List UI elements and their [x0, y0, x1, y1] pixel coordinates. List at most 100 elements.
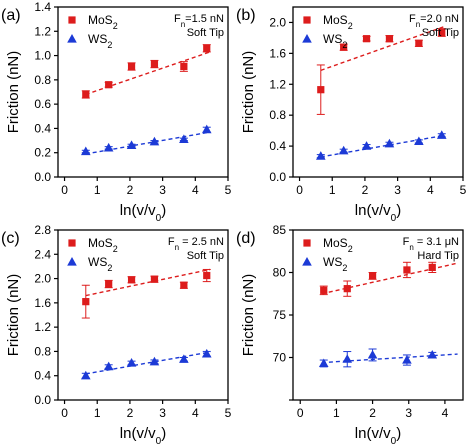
legend-entry: WS2	[67, 255, 112, 273]
x-tick-label: 3	[405, 406, 412, 420]
data-point	[317, 86, 325, 94]
data-point	[320, 286, 328, 294]
data-point	[367, 349, 378, 359]
legend-entry: MoS2	[303, 13, 353, 31]
x-tick-label: 5	[225, 183, 232, 197]
fit-line	[320, 25, 446, 72]
data-point	[338, 145, 349, 155]
x-tick-label: 1	[94, 183, 101, 197]
data-point	[149, 136, 160, 146]
fit-line	[85, 51, 211, 96]
data-point	[203, 271, 211, 280]
y-tick-label: 0.0	[34, 393, 51, 407]
data-point	[201, 348, 212, 358]
y-tick-label: 2.8	[34, 223, 51, 237]
y-tick-label: 1.0	[34, 49, 51, 63]
series-ws2	[80, 348, 212, 380]
x-axis-title: ln(v/v0)	[355, 202, 401, 224]
data-point	[343, 285, 351, 293]
legend-marker	[68, 239, 76, 247]
x-tick-label: 5	[225, 406, 232, 420]
load-annotation: Fn=1.5 nN	[174, 13, 224, 29]
legend-label: MoS2	[323, 13, 353, 31]
y-axis-title: Friction (nN)	[5, 274, 22, 357]
y-tick-label: 0.8	[34, 344, 51, 358]
x-tick-label: 1	[333, 406, 340, 420]
x-tick-label: 2	[362, 183, 369, 197]
x-tick-label: 4	[427, 183, 434, 197]
legend-label: MoS2	[88, 13, 118, 31]
legend-marker	[68, 16, 76, 24]
panel-label: (c)	[1, 230, 20, 247]
data-point	[402, 355, 412, 364]
legend-marker	[303, 16, 311, 24]
data-point	[82, 298, 90, 306]
data-point	[105, 81, 113, 89]
load-annotation: Fn=2.0 nN	[409, 13, 459, 29]
legend-entry: MoS2	[303, 236, 353, 254]
legend-marker	[67, 257, 77, 266]
y-tick-label: 0.0	[34, 170, 51, 184]
x-tick-label: 4	[192, 406, 199, 420]
series-ws2	[318, 348, 458, 368]
y-tick-label: 0.6	[34, 97, 51, 111]
x-tick-label: 1	[329, 183, 336, 197]
legend-marker	[67, 34, 77, 43]
data-point	[180, 62, 188, 71]
series-ws2	[80, 124, 212, 156]
legend-entry: WS2	[302, 32, 347, 50]
data-point	[436, 130, 447, 139]
legend-marker	[302, 34, 312, 43]
data-point	[150, 60, 159, 68]
data-point	[127, 62, 136, 71]
y-tick-label: 0.0	[269, 170, 286, 184]
data-point	[403, 266, 411, 274]
y-tick-label: 1.4	[34, 0, 51, 14]
x-tick-label: 2	[127, 183, 134, 197]
panel-b: 0 1 2 3 4 5 0.0 0.4 0.8 1.2 1.6 2.0 ln(v/v0) Friction…	[236, 6, 467, 224]
data-point	[179, 354, 189, 363]
legend-marker	[302, 257, 312, 266]
data-point	[103, 142, 114, 152]
panel-a: 0 1 2 3 4 5 0.0 0.2 0.4 0.6 0.8 1.0 1.2 1.4 ln(v/v0) Fr…	[1, 0, 232, 224]
data-point	[318, 358, 329, 368]
y-axis-title: Friction (nN)	[5, 51, 22, 134]
data-point	[126, 140, 137, 150]
legend-entry: WS2	[302, 255, 347, 273]
series-mos2	[319, 261, 458, 297]
y-tick-label: 2.0	[269, 15, 286, 29]
panel-label: (a)	[1, 7, 21, 24]
data-point	[362, 35, 371, 43]
tip-annotation: Soft Tip	[422, 27, 459, 39]
x-tick-label: 3	[394, 183, 401, 197]
data-point	[414, 136, 424, 146]
data-point	[203, 44, 211, 52]
data-point	[179, 134, 189, 143]
data-point	[315, 151, 326, 160]
data-point	[126, 357, 137, 367]
fit-line	[85, 268, 211, 297]
legend-entry: WS2	[67, 32, 112, 50]
y-axis-title: Friction (nN)	[240, 51, 257, 134]
data-point	[80, 370, 91, 380]
series-mos2	[316, 25, 446, 115]
x-tick-label: 0	[296, 183, 303, 197]
panel-c: 0 1 2 3 4 5 0.0 0.4 0.8 1.2 1.6 2.0 2.4 2.8 ln(v/v0) Fr…	[1, 223, 232, 447]
y-tick-label: 1.6	[269, 46, 286, 60]
data-point	[180, 281, 188, 289]
panel-label: (d)	[236, 230, 256, 247]
data-point	[427, 349, 438, 359]
data-point	[415, 39, 423, 47]
data-point	[385, 35, 394, 43]
data-point	[438, 28, 446, 37]
plot-frame	[57, 229, 229, 401]
data-point	[80, 146, 91, 156]
legend-entry: MoS2	[68, 13, 118, 31]
data-point	[150, 275, 159, 283]
x-tick-label: 0	[61, 406, 68, 420]
y-tick-label: 2.0	[34, 272, 51, 286]
series-mos2	[81, 268, 211, 319]
data-point	[368, 272, 377, 280]
x-tick-label: 4	[192, 183, 199, 197]
series-ws2	[315, 130, 447, 160]
